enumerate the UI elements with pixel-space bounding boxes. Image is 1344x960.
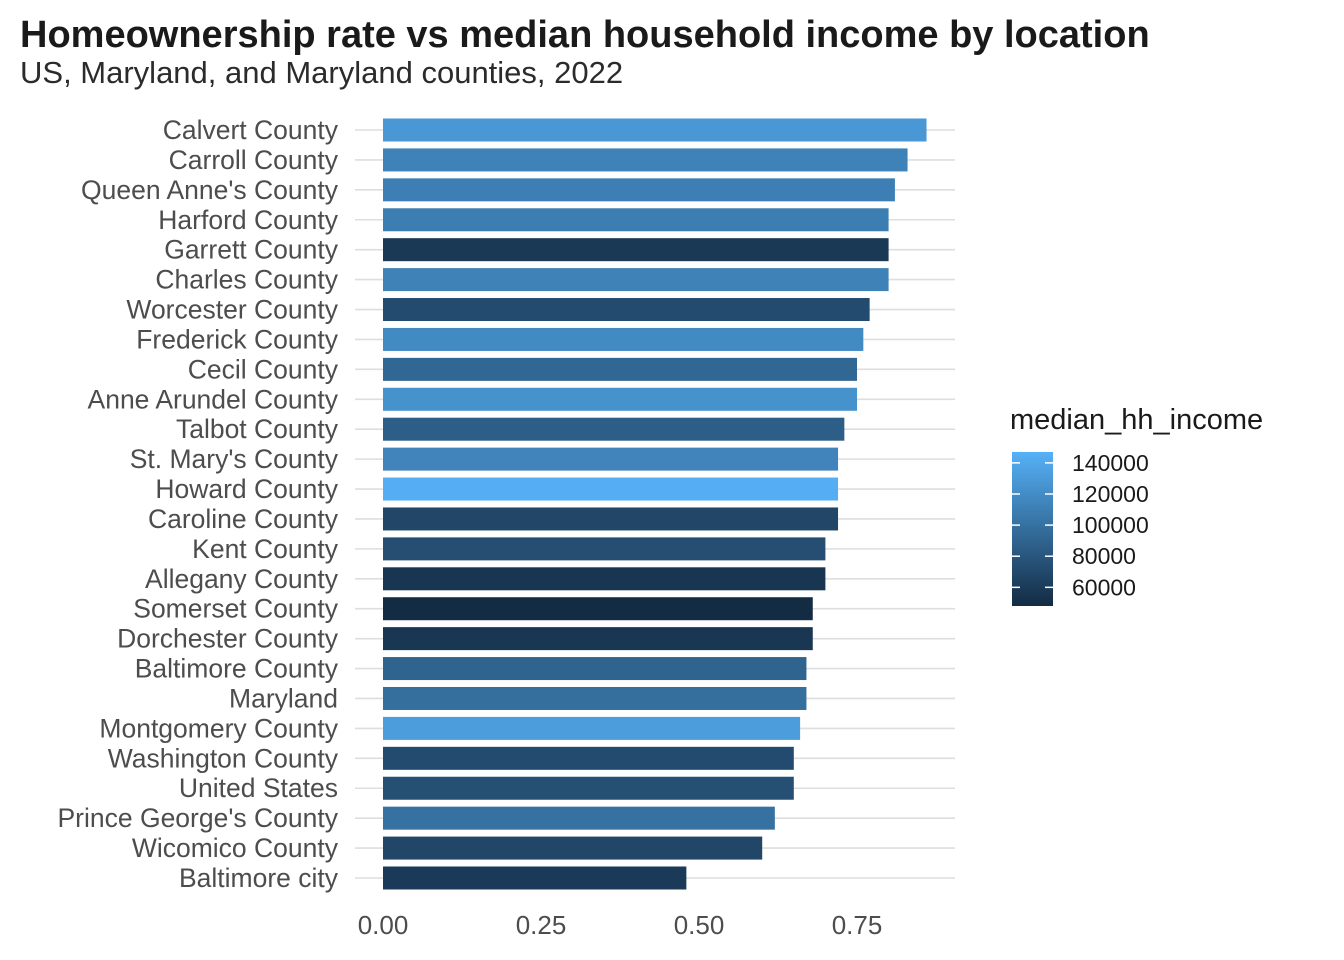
- category-label: Cecil County: [188, 354, 339, 384]
- category-label: Prince George's County: [57, 803, 338, 833]
- category-label: United States: [179, 773, 338, 803]
- bar: [383, 597, 813, 621]
- bar: [383, 118, 927, 142]
- bar: [383, 298, 870, 322]
- category-label: Worcester County: [126, 295, 338, 325]
- x-tick-label: 0.75: [832, 910, 883, 940]
- bar: [383, 357, 857, 381]
- colorbar-label: 80000: [1072, 543, 1136, 569]
- bar: [383, 836, 763, 860]
- bar: [383, 657, 807, 681]
- chart-subtitle: US, Maryland, and Maryland counties, 202…: [20, 55, 624, 90]
- bar: [383, 567, 826, 591]
- colorbar-label: 100000: [1072, 512, 1149, 538]
- bar: [383, 806, 775, 830]
- bar: [383, 238, 889, 262]
- bar: [383, 208, 889, 232]
- category-label: Baltimore County: [135, 654, 339, 684]
- category-label: Anne Arundel County: [88, 384, 339, 414]
- colorbar-label: 60000: [1072, 574, 1136, 600]
- bar: [383, 776, 794, 800]
- bar: [383, 447, 839, 471]
- category-label: Garrett County: [164, 235, 339, 265]
- category-label: Frederick County: [136, 324, 339, 354]
- bar: [383, 746, 794, 770]
- category-label: Carroll County: [169, 145, 339, 175]
- category-label: Baltimore city: [179, 863, 339, 893]
- colorbar: [1012, 452, 1053, 606]
- bar: [383, 627, 813, 651]
- bar: [383, 507, 839, 531]
- colorbar-label: 140000: [1072, 450, 1149, 476]
- category-label: Charles County: [155, 265, 338, 295]
- category-label: Harford County: [158, 205, 338, 235]
- category-label: Allegany County: [145, 564, 339, 594]
- category-label: Caroline County: [148, 504, 339, 534]
- x-tick-label: 0.25: [516, 910, 567, 940]
- category-label: Calvert County: [163, 115, 339, 145]
- bar: [383, 537, 826, 561]
- category-label: Montgomery County: [99, 713, 338, 743]
- x-tick-label: 0.50: [674, 910, 725, 940]
- bar: [383, 148, 908, 172]
- category-label: Howard County: [155, 474, 338, 504]
- category-label: Dorchester County: [117, 624, 339, 654]
- bar: [383, 327, 864, 351]
- category-label: Maryland: [229, 683, 338, 713]
- category-label: Wicomico County: [132, 833, 339, 863]
- category-label: Kent County: [192, 534, 339, 564]
- category-label: St. Mary's County: [130, 444, 339, 474]
- bar: [383, 268, 889, 292]
- category-label: Washington County: [108, 743, 339, 773]
- bar: [383, 417, 845, 441]
- bar: [383, 178, 895, 202]
- category-label: Somerset County: [133, 594, 338, 624]
- bar: [383, 477, 839, 501]
- x-tick-label: 0.00: [358, 910, 409, 940]
- category-label: Talbot County: [176, 414, 339, 444]
- bar: [383, 866, 687, 890]
- bar: [383, 716, 801, 740]
- bar: [383, 686, 807, 710]
- colorbar-label: 120000: [1072, 481, 1149, 507]
- legend: median_hh_income 140000 120000 100000 80000 6…: [1010, 404, 1263, 606]
- bar: [383, 387, 857, 411]
- legend-title: median_hh_income: [1010, 404, 1263, 436]
- x-axis-ticks: 0.00 0.25 0.50 0.75: [358, 910, 883, 940]
- chart-title: Homeownership rate vs median household i…: [20, 14, 1150, 56]
- bars: [383, 118, 927, 890]
- category-label: Queen Anne's County: [81, 175, 339, 205]
